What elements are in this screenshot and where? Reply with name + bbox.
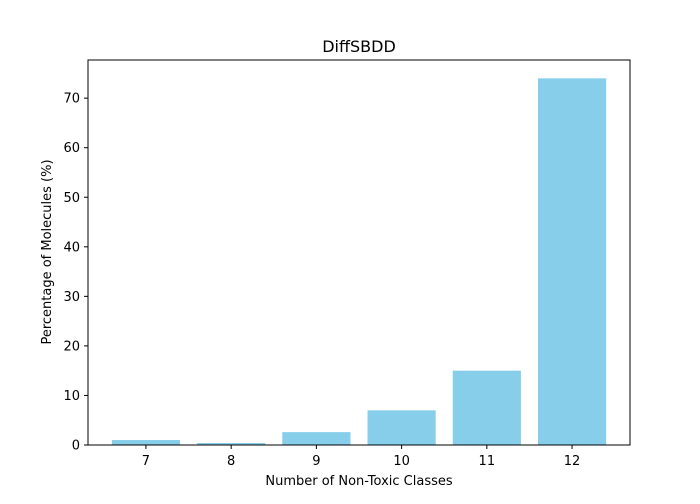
y-tick-label: 10	[63, 389, 80, 404]
bar-10	[367, 410, 436, 445]
x-tick-label: 9	[312, 454, 320, 469]
bar-7	[111, 440, 181, 445]
x-tick-label: 7	[142, 454, 150, 469]
y-tick-label: 20	[63, 339, 80, 354]
y-tick-label: 70	[63, 92, 80, 107]
y-tick-label: 60	[63, 141, 80, 156]
x-axis-label: Number of Non-Toxic Classes	[265, 474, 453, 489]
x-tick-label: 12	[564, 454, 581, 469]
x-tick-label: 8	[227, 454, 235, 469]
plot-frame	[87, 59, 631, 446]
y-ticks-group: 0 10 20 30 40 50 60 70	[63, 92, 88, 454]
y-tick-label: 50	[63, 191, 80, 206]
y-axis-label: Percentage of Molecules (%)	[40, 159, 55, 344]
bars-group	[111, 78, 607, 445]
bar-11	[452, 370, 521, 445]
chart-title: DiffSBDD	[322, 37, 396, 56]
bar-9	[282, 432, 351, 445]
x-tick-label: 11	[479, 454, 496, 469]
x-tick-label: 10	[393, 454, 410, 469]
bar-8	[197, 443, 266, 445]
bar-12	[537, 78, 607, 445]
y-tick-label: 30	[63, 290, 80, 305]
x-ticks-group: 7 8 9 10 11 12	[142, 445, 581, 469]
y-tick-label: 40	[63, 240, 80, 255]
y-tick-label: 0	[72, 439, 80, 454]
